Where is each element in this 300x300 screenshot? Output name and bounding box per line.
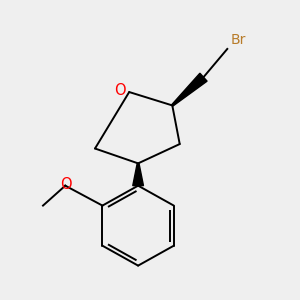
- Text: O: O: [60, 177, 72, 192]
- Text: O: O: [115, 83, 126, 98]
- Polygon shape: [133, 164, 143, 186]
- Polygon shape: [172, 73, 207, 106]
- Text: Br: Br: [230, 34, 246, 47]
